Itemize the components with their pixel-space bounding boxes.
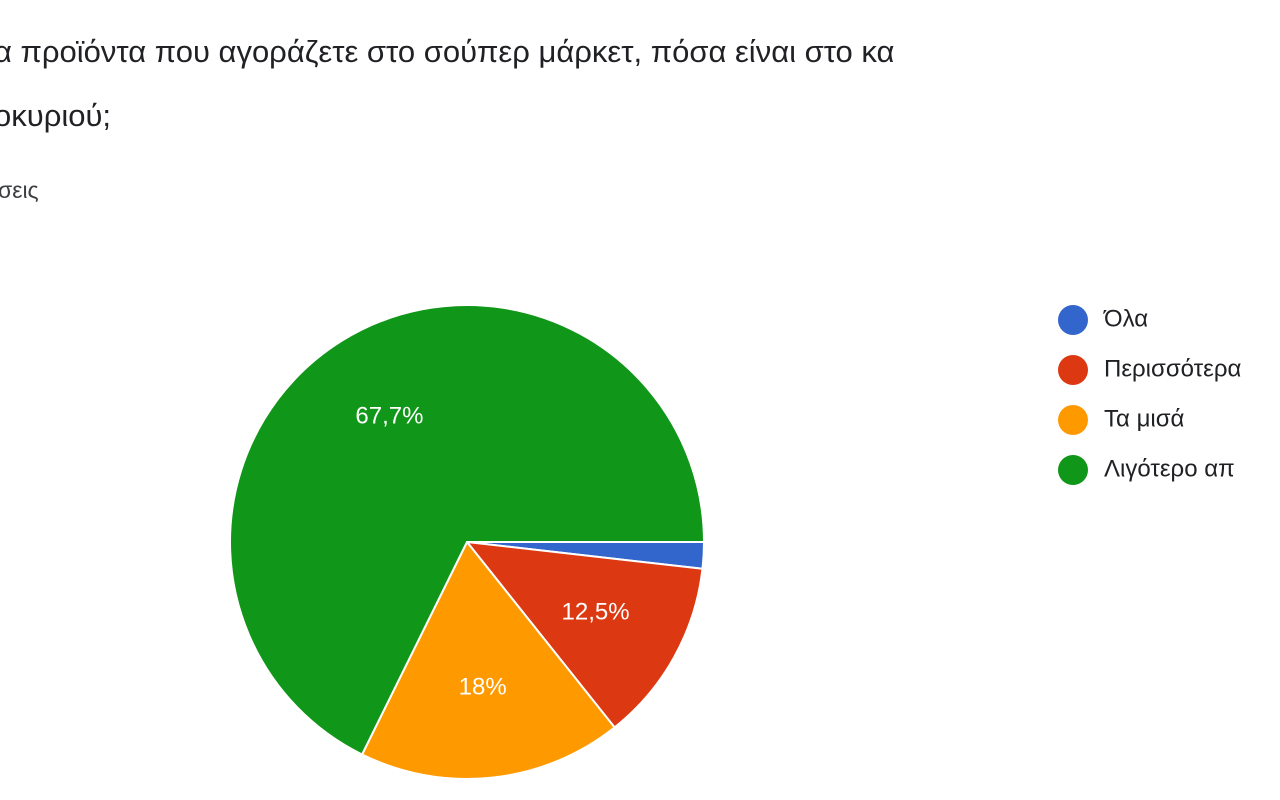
legend-label: Λιγότερο απ [1104, 455, 1235, 482]
chart-title: οκυριού; [0, 98, 111, 133]
legend-label: Τα μισά [1104, 405, 1185, 432]
slice-label: 12,5% [562, 599, 630, 626]
legend-label: Περισσότερα [1104, 355, 1241, 382]
legend-marker [1058, 305, 1088, 335]
legend-marker [1058, 405, 1088, 435]
pie-slice [360, 540, 617, 780]
chart-subtitle: σεις [0, 177, 39, 203]
slice-label: 18% [459, 673, 507, 700]
chart-title: α προϊόντα που αγοράζετε στο σούπερ μάρκ… [0, 34, 895, 69]
pie-slice [229, 304, 706, 756]
pie-slice [464, 540, 704, 729]
legend-marker [1058, 455, 1088, 485]
legend-marker [1058, 355, 1088, 385]
legend-label: Όλα [1103, 305, 1148, 332]
slice-label: 67,7% [355, 403, 423, 430]
